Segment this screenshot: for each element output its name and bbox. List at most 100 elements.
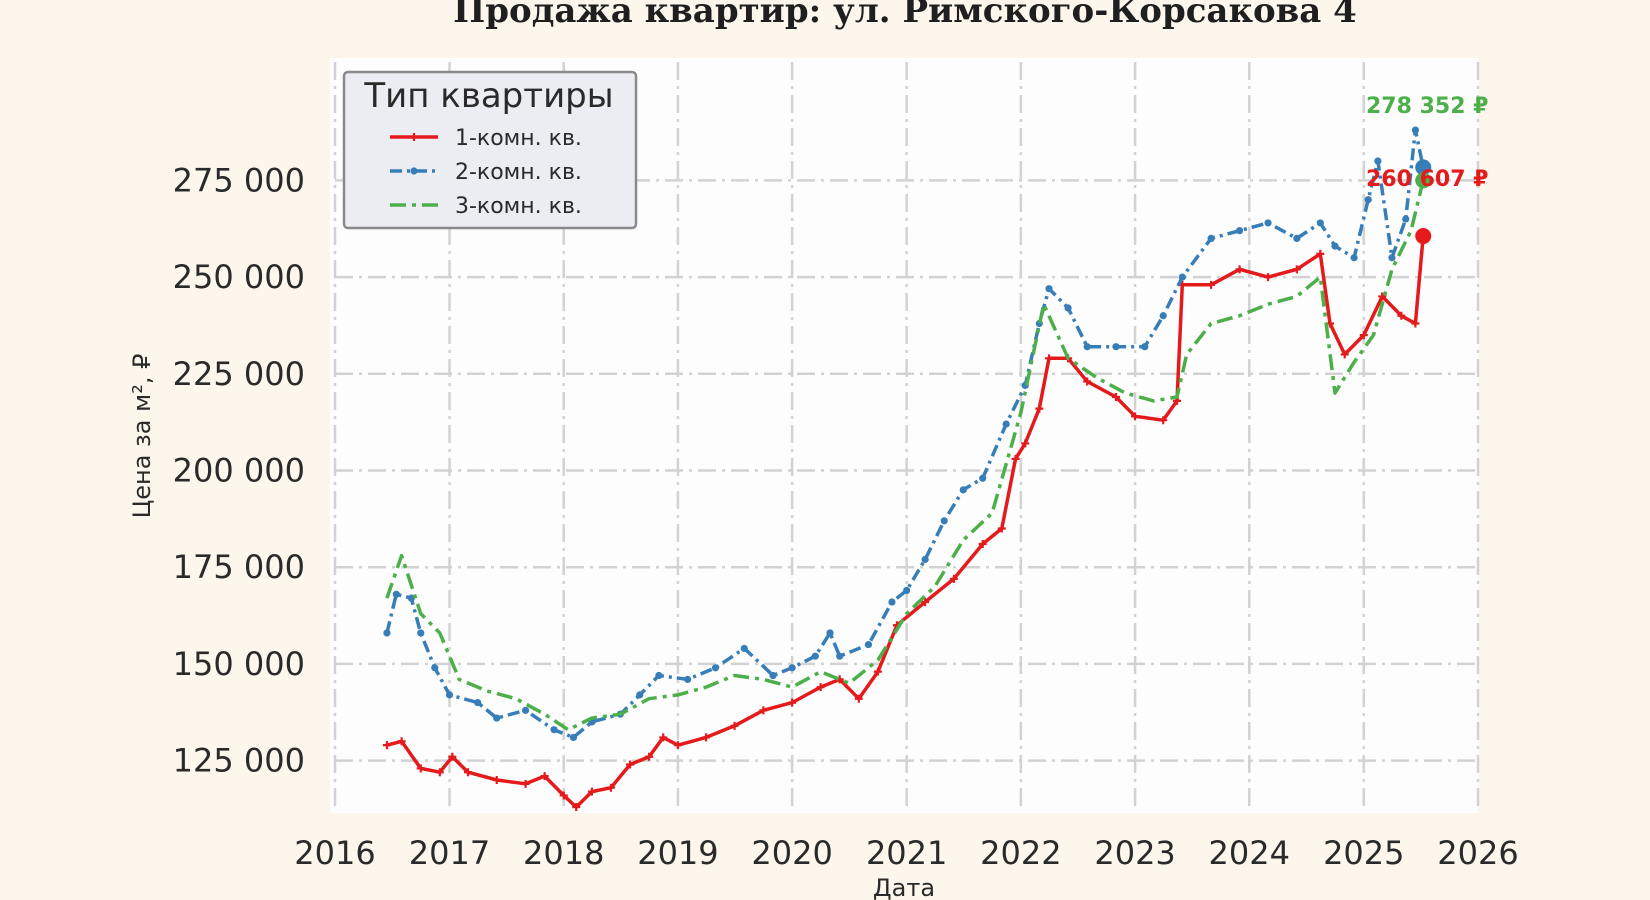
data-point [959,486,967,494]
x-tick-label: 2017 [409,834,490,872]
y-tick-label: 250 000 [173,258,305,296]
data-point [1378,292,1387,301]
data-point [493,714,501,722]
end-marker-3 [1415,172,1432,189]
data-point [1264,219,1272,227]
data-point [1235,265,1244,274]
data-point [382,741,391,750]
x-tick-label: 2019 [637,834,718,872]
data-point [1035,404,1044,413]
data-point [606,783,615,792]
data-point [540,772,549,781]
data-point [711,664,720,672]
legend-label: 2-комн. кв. [455,160,582,185]
end-value-label: 260 607 ₽ [1366,167,1488,192]
data-point [397,737,406,746]
data-point [811,652,819,660]
series-line-2 [385,128,1425,740]
data-point [1340,350,1349,359]
end-markers: 260 607 ₽ 278 352 ₽ [1366,94,1488,245]
data-point [1411,319,1420,328]
legend-marker [410,133,418,141]
data-point [1083,343,1091,351]
y-tick-label: 175 000 [173,548,305,586]
data-point [1331,242,1339,250]
data-point [702,733,711,742]
data-point [626,760,635,769]
legend-title: Тип квартиры [363,76,613,116]
data-point [655,671,663,680]
data-point [1112,343,1120,351]
data-point [1235,227,1244,235]
x-tick-label: 2021 [866,834,947,872]
end-value-label: 278 352 ₽ [1366,94,1488,119]
legend-box [342,70,638,230]
data-point [921,598,930,607]
data-point [1264,273,1273,282]
data-point [463,768,472,777]
data-point [997,524,1006,533]
data-point [1002,420,1010,428]
data-point [788,664,796,672]
data-point [572,803,581,812]
data-point [921,555,929,564]
legend-label: 1-комн. кв. [455,126,582,151]
data-point [1045,354,1054,363]
data-point [431,664,439,672]
data-point [1141,343,1149,351]
data-point [826,629,834,637]
data-point [1364,196,1372,204]
x-tick-label: 2022 [980,834,1061,872]
y-tick-label: 225 000 [173,355,305,393]
data-point [978,540,987,548]
data-point [1207,234,1215,242]
data-point [587,787,596,796]
data-point [492,775,501,784]
data-point [1083,377,1092,386]
x-tick-label: 2020 [751,834,832,872]
data-point [1159,416,1168,425]
x-tick-label: 2025 [1323,834,1404,872]
data-point [949,574,958,583]
data-point [759,706,768,715]
data-point [1388,254,1396,262]
legend-label: 3-комн. кв. [455,194,582,219]
data-point [730,721,739,730]
data-point [659,733,668,742]
x-tick-label: 2016 [294,834,375,872]
data-point [940,517,948,525]
data-point [383,629,391,637]
data-point [1316,249,1325,258]
data-point [1207,280,1216,289]
data-point [392,590,400,598]
x-axis-ticks: 2016 2017 2018 2019 2020 2021 2022 2023 2024 2025… [294,834,1518,872]
y-tick-label: 200 000 [173,452,305,490]
grid-lines [333,62,1480,812]
data-point [873,667,882,676]
data-point [816,683,825,692]
x-axis-label: Дата [873,874,935,900]
data-point [417,629,425,637]
data-point [903,586,911,595]
y-axis-label: Цена за м², ₽ [128,354,156,519]
data-point [1111,393,1120,401]
x-tick-label: 2024 [1209,834,1290,872]
data-point [521,779,530,788]
x-tick-label: 2023 [1094,834,1175,872]
end-marker-2 [1415,159,1432,176]
y-tick-label: 125 000 [173,742,305,780]
data-point [550,726,558,734]
data-point [474,699,482,707]
data-point [673,741,682,750]
legend-marker [410,167,418,175]
data-point [1011,454,1020,463]
data-point [740,644,748,653]
data-point [521,706,530,714]
data-point [836,652,844,660]
data-point [888,598,896,606]
y-axis-ticks: 125 000 150 000 175 000 200 000 225 000 250 0… [173,161,305,779]
legend: Тип квартиры 1-комн. кв. 2-комн. кв. 3-ком… [342,70,638,230]
data-point [1178,273,1186,281]
data-point [1374,157,1382,165]
